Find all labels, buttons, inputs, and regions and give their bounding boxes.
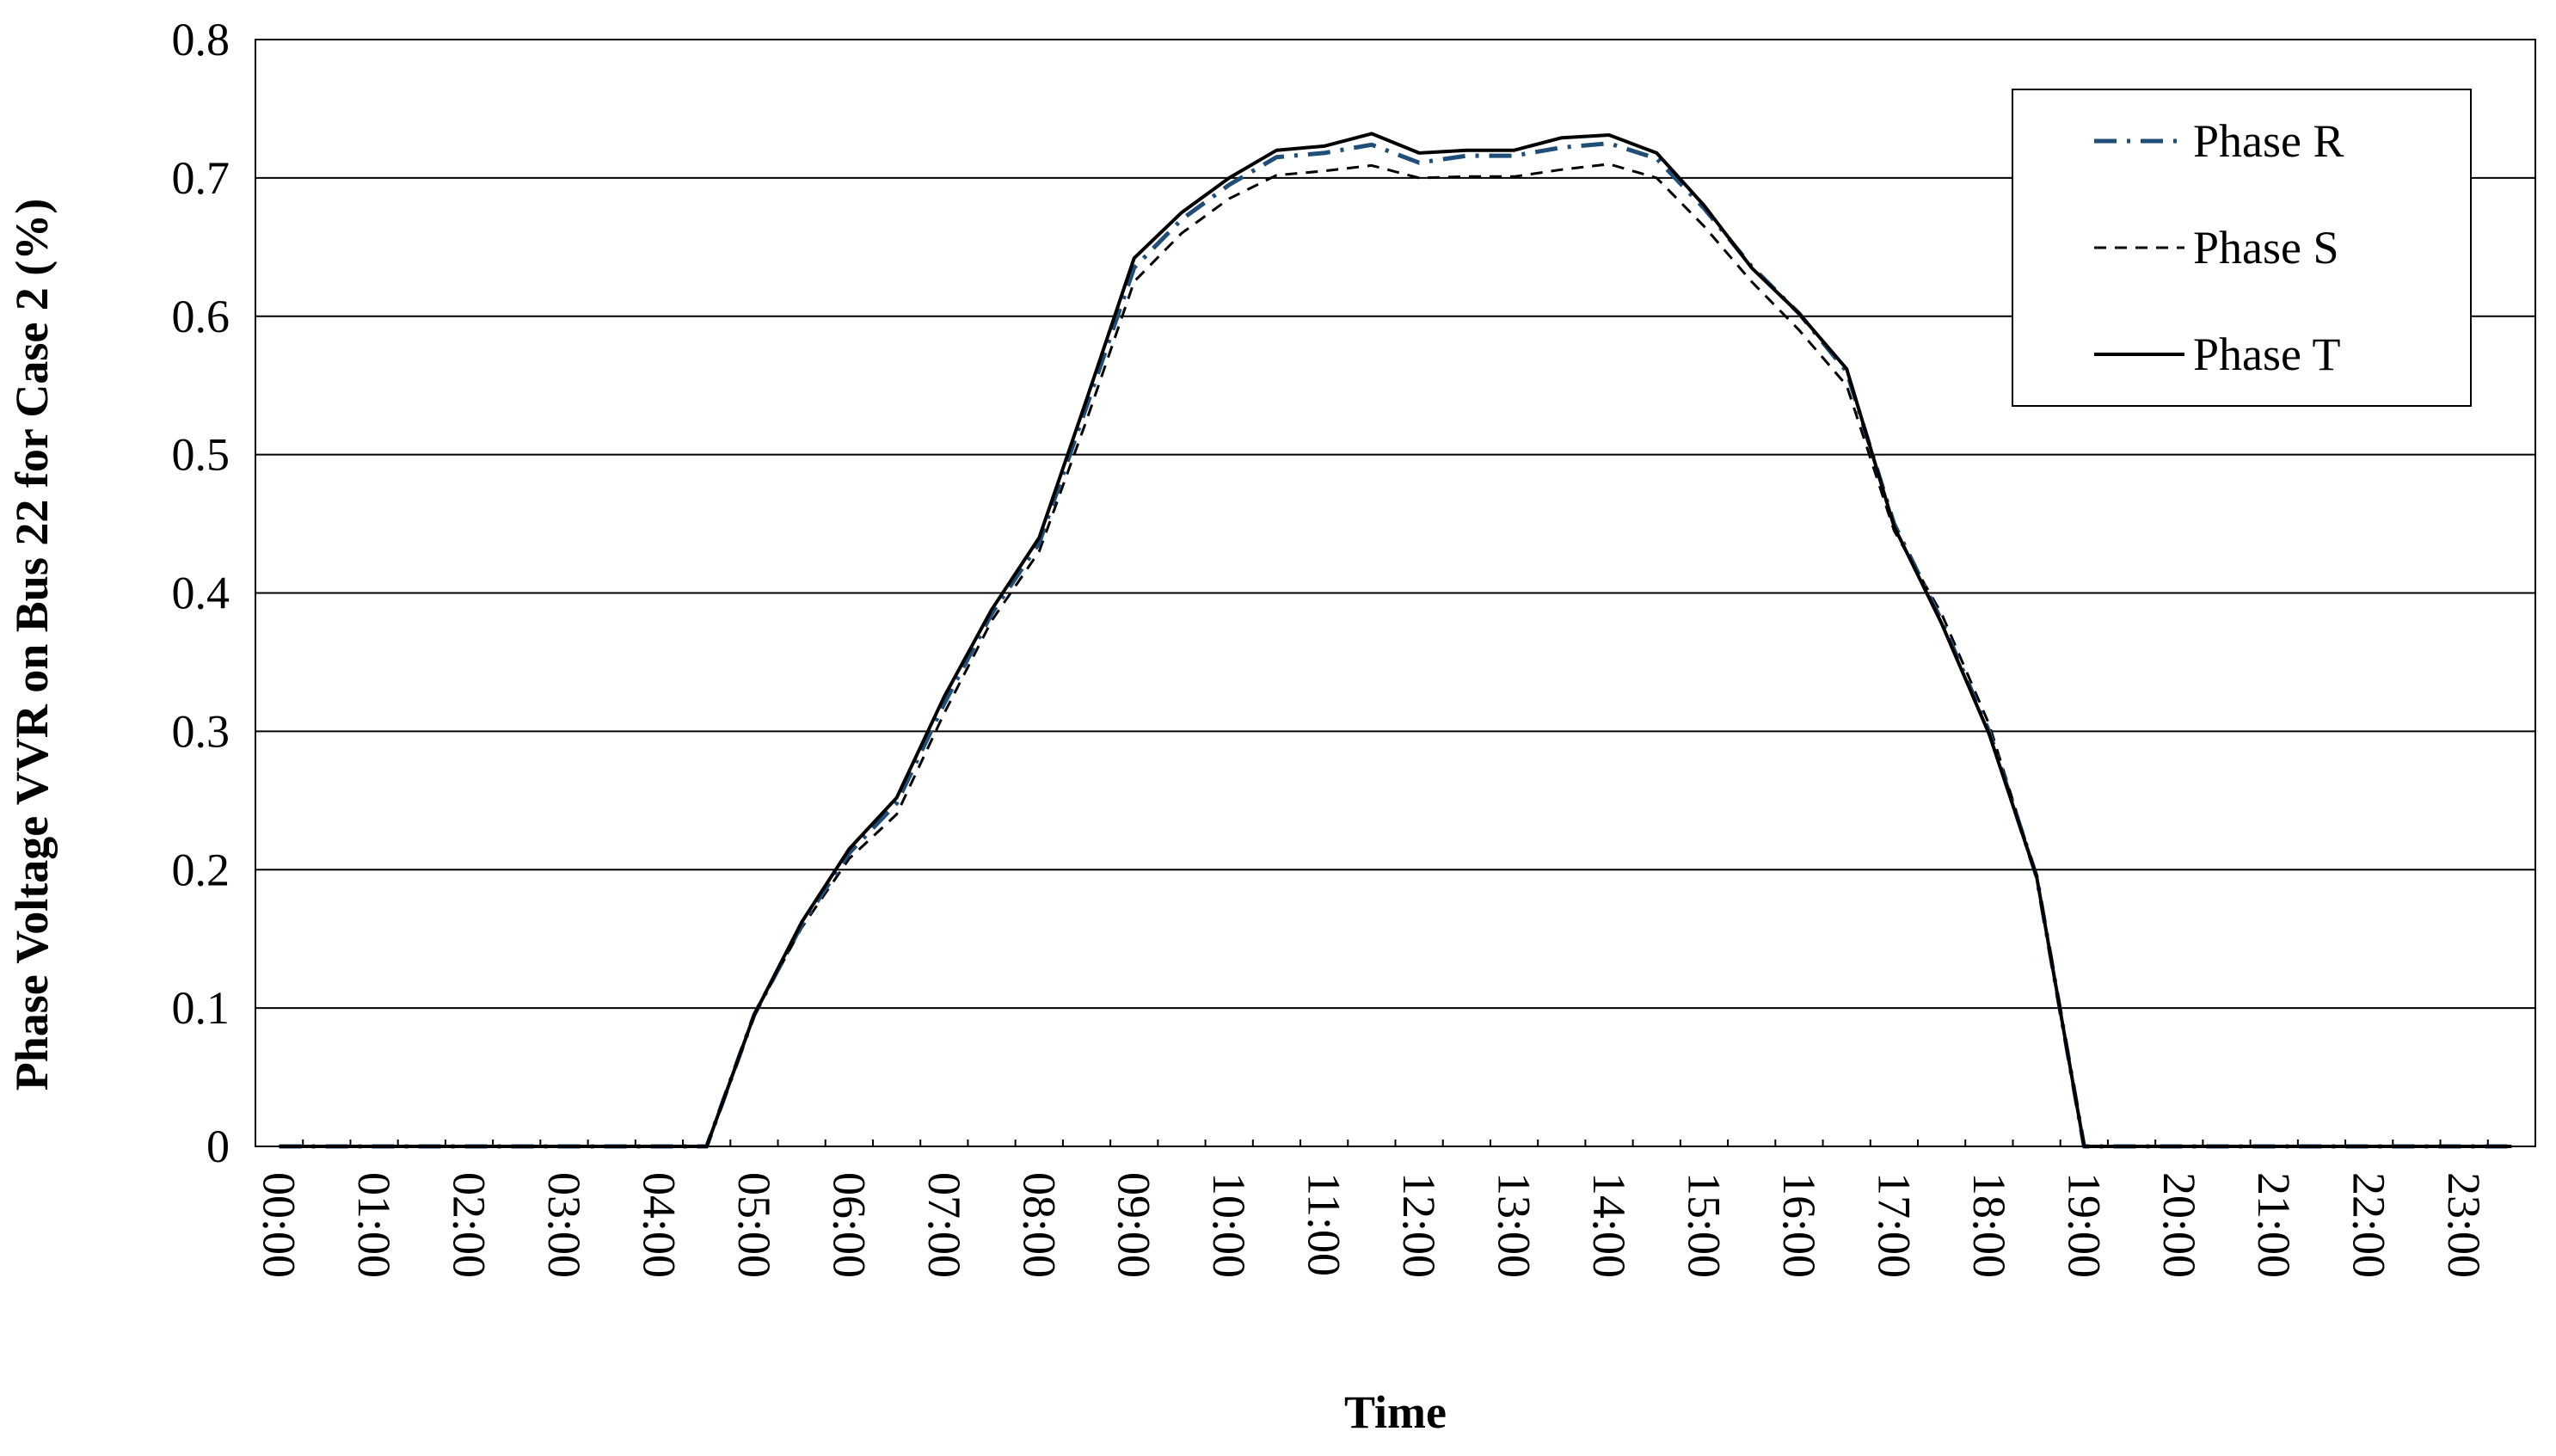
legend-box [2012,89,2472,407]
series-layer [279,132,2512,1149]
x-tick-label: 22:00 [2344,1172,2395,1278]
x-tick-label: 23:00 [2438,1172,2490,1278]
y-tick-label: 0.5 [172,429,230,481]
y-tick-label: 0.1 [172,982,230,1034]
x-tick-label: 19:00 [2058,1172,2110,1278]
x-tick-label: 09:00 [1109,1172,1160,1278]
x-tick-label: 18:00 [1963,1172,2015,1278]
x-tick-label: 03:00 [538,1172,590,1278]
legend: Phase R Phase S Phase T [2012,89,2472,407]
x-tick-label: 05:00 [728,1172,780,1278]
y-tick-label: 0.3 [172,705,230,757]
x-tick-label: 04:00 [633,1172,685,1278]
legend-label: Phase T [2193,329,2341,380]
legend-label: Phase R [2193,115,2344,167]
x-tick-label: 17:00 [1868,1172,1920,1278]
x-tick-label: 16:00 [1773,1172,1825,1278]
x-tick-label: 10:00 [1203,1172,1255,1278]
x-tick-label: 00:00 [254,1172,305,1278]
y-tick-label: 0.6 [172,291,230,342]
legend-label: Phase S [2193,222,2339,273]
x-tick-label: 12:00 [1393,1172,1445,1278]
x-tick-label: 08:00 [1013,1172,1065,1278]
x-tick-label: 01:00 [348,1172,400,1278]
y-tick-label: 0.8 [172,14,230,65]
x-tick-label: 14:00 [1583,1172,1635,1278]
x-tick-label: 11:00 [1299,1172,1350,1276]
series-line-phase-t [279,132,2512,1148]
x-tick-label: 02:00 [444,1172,495,1278]
y-tick-label: 0 [206,1121,230,1172]
y-tick-label: 0.7 [172,152,230,204]
y-tick-label: 0.2 [172,844,230,895]
y-axis-title: Phase Voltage VVR on Bus 22 for Case 2 (… [6,199,58,1091]
x-axis-ticks: 00:00 01:00 02:00 03:00 04:00 05:00 06:00 07:00… [254,1140,2536,1278]
x-tick-label: 13:00 [1489,1172,1540,1278]
x-tick-label: 06:00 [823,1172,875,1278]
x-tick-label: 20:00 [2154,1172,2205,1278]
x-axis-title: Time [1344,1386,1447,1438]
x-tick-label: 07:00 [919,1172,970,1278]
y-tick-label: 0.4 [172,568,230,619]
x-tick-label: 15:00 [1678,1172,1730,1278]
y-axis-ticks: 0 0.1 0.2 0.3 0.4 0.5 0.6 0.7 0.8 [172,14,230,1172]
x-tick-label: 21:00 [2248,1172,2300,1278]
